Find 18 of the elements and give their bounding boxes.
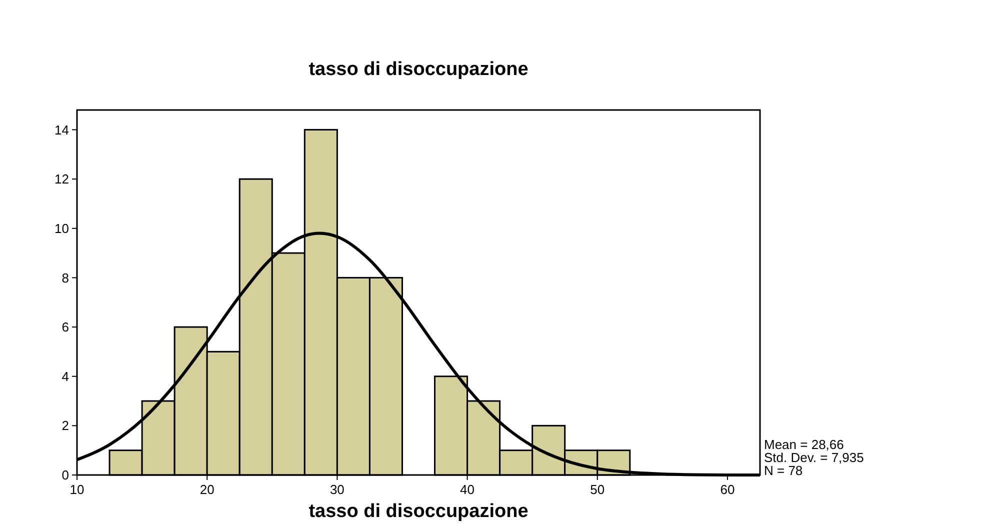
x-tick-label: 30 — [330, 482, 344, 497]
y-tick-label: 12 — [54, 172, 69, 187]
y-tick-label: 6 — [62, 320, 69, 335]
x-tick-label: 60 — [720, 482, 735, 497]
x-tick-label: 40 — [460, 482, 475, 497]
y-tick-label: 4 — [62, 368, 69, 384]
x-tick-label: 20 — [200, 482, 214, 497]
y-tick-label: 10 — [54, 220, 69, 236]
text: Std. Dev. = 7,935 — [764, 450, 864, 465]
chart-title: tasso di disoccupazione — [308, 59, 528, 80]
y-tick-label: 0 — [62, 468, 69, 483]
text: Mean = 28,66 — [764, 437, 844, 452]
text: N = 78 — [764, 463, 803, 478]
y-tick-label: 14 — [54, 122, 69, 138]
y-tick-label: 2 — [62, 418, 69, 434]
x-axis-title: tasso di disoccupazione — [308, 501, 528, 522]
x-tick-label: 50 — [590, 482, 605, 497]
y-tick-label: 8 — [62, 270, 69, 286]
